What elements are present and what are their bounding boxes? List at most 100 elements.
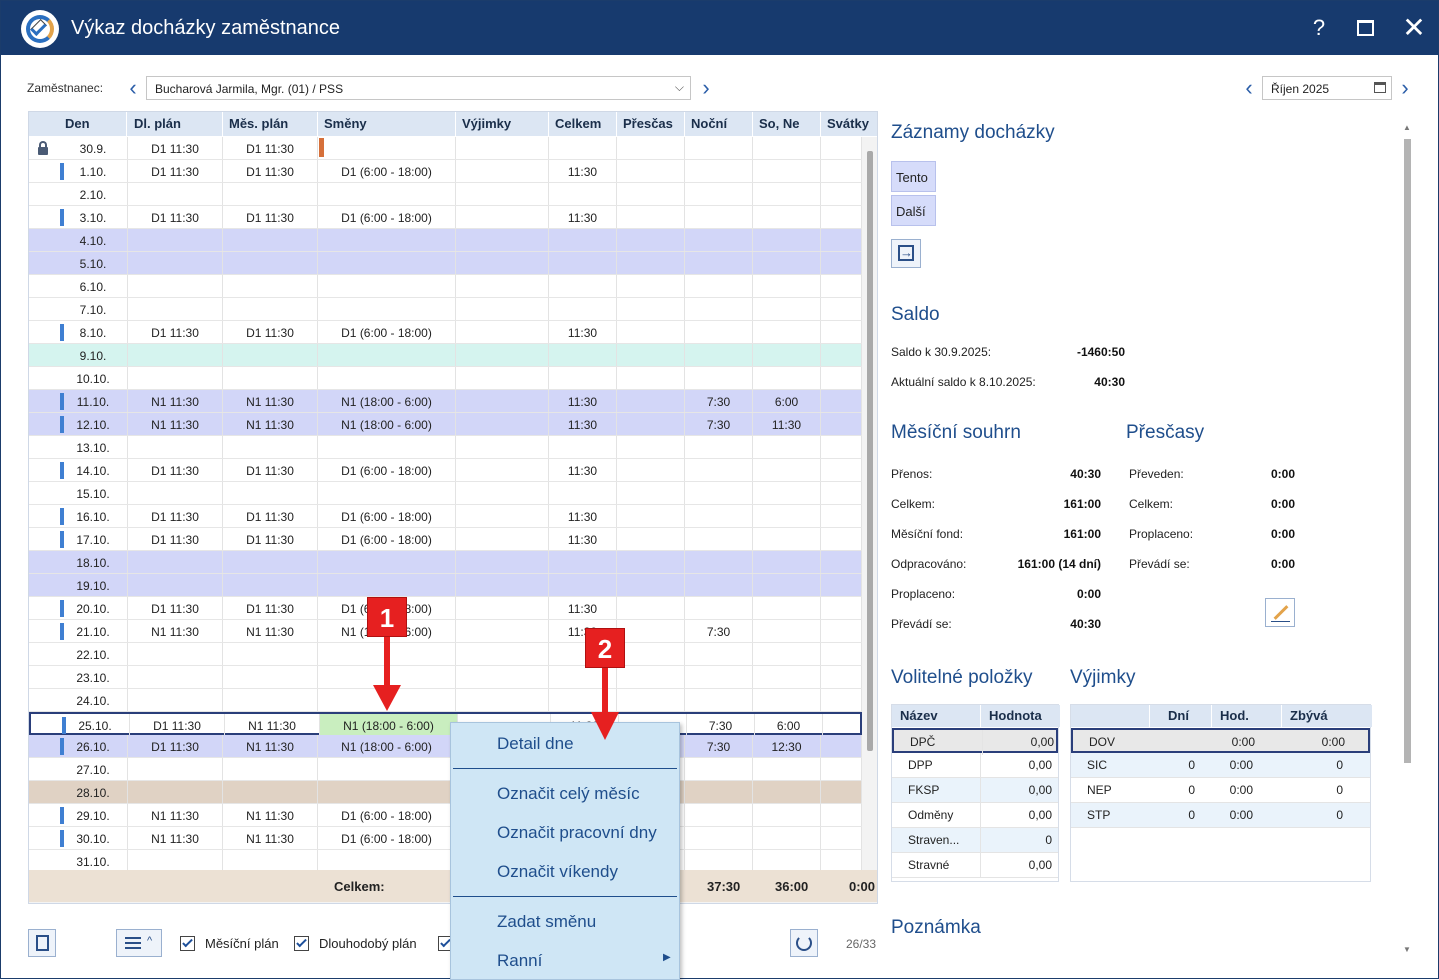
table-row[interactable]: 3.10. D1 11:30 D1 11:30 D1 (6:00 - 18:00) 11… (29, 206, 862, 229)
cell-dl[interactable] (128, 436, 223, 458)
maximize-button[interactable] (1351, 13, 1381, 43)
cell-dl[interactable] (128, 252, 223, 274)
cell-sone[interactable] (753, 643, 821, 665)
list-item[interactable]: SIC 0 0:00 0 (1071, 753, 1370, 778)
cell-smeny[interactable] (318, 252, 456, 274)
cell-svatky[interactable] (821, 459, 862, 481)
cell-nocni[interactable] (685, 528, 753, 550)
grid-vertical-scrollbar[interactable] (862, 137, 877, 870)
cell-smeny[interactable] (318, 666, 456, 688)
cell-prescas[interactable] (617, 482, 685, 504)
cell-nocni[interactable] (685, 459, 753, 481)
cell-nocni[interactable] (685, 781, 753, 803)
cell-den[interactable]: 6.10. (59, 275, 128, 297)
cell-celkem[interactable] (549, 551, 617, 573)
cell-den[interactable]: 17.10. (59, 528, 128, 550)
cell-svatky[interactable] (821, 344, 862, 366)
table-row[interactable]: 26.10. D1 11:30 N1 11:30 N1 (18:00 - 6:00) 7… (29, 735, 862, 758)
cell-smeny[interactable]: D1 (6:00 - 18:00) (318, 459, 456, 481)
cell-vyj[interactable] (456, 689, 549, 711)
cell-svatky[interactable] (821, 206, 862, 228)
cell-nocni[interactable] (685, 183, 753, 205)
cell-svatky[interactable] (821, 229, 862, 251)
cell-den[interactable]: 3.10. (59, 206, 128, 228)
table-row[interactable]: 2.10. (29, 183, 862, 206)
cell-den[interactable]: 27.10. (59, 758, 128, 780)
cell-smeny[interactable] (318, 137, 456, 159)
cell-dl[interactable]: N1 11:30 (128, 413, 223, 435)
cell-mes[interactable]: N1 11:30 (223, 413, 318, 435)
cell-vyj[interactable] (456, 528, 549, 550)
cell-dl[interactable] (128, 183, 223, 205)
cell-vyj[interactable] (456, 252, 549, 274)
cell-vyj[interactable] (456, 229, 549, 251)
cell-mes[interactable] (223, 666, 318, 688)
cell-celkem[interactable]: 11:30 (549, 528, 617, 550)
cell-vyj[interactable] (456, 459, 549, 481)
cell-den[interactable]: 31.10. (59, 850, 128, 872)
cell-celkem[interactable]: 11:30 (549, 505, 617, 527)
table-row[interactable]: 29.10. N1 11:30 N1 11:30 D1 (6:00 - 18:00) (29, 804, 862, 827)
cell-celkem[interactable]: 11:30 (549, 160, 617, 182)
cell-smeny[interactable]: N1 (18:00 - 6:00) (320, 714, 458, 736)
cell-den[interactable]: 21.10. (59, 620, 128, 642)
cell-nocni[interactable] (685, 298, 753, 320)
cell-den[interactable]: 12.10. (59, 413, 128, 435)
cell-mes[interactable]: N1 11:30 (223, 804, 318, 826)
cell-vyj[interactable] (456, 206, 549, 228)
cell-celkem[interactable]: 11:30 (549, 597, 617, 619)
cell-smeny[interactable] (318, 551, 456, 573)
col-svatky[interactable]: Svátky (821, 112, 877, 136)
cell-prescas[interactable] (617, 390, 685, 412)
cell-vyj[interactable] (456, 436, 549, 458)
cell-mes[interactable] (223, 850, 318, 872)
cell-nocni[interactable]: 7:30 (685, 390, 753, 412)
cell-sone[interactable]: 12:30 (753, 735, 821, 757)
cell-smeny[interactable] (318, 482, 456, 504)
cell-den[interactable]: 9.10. (59, 344, 128, 366)
cell-dl[interactable] (128, 367, 223, 389)
long-plan-checkbox[interactable] (294, 936, 309, 951)
cell-vyj[interactable] (456, 321, 549, 343)
cell-smeny[interactable] (318, 367, 456, 389)
cell-svatky[interactable] (821, 482, 862, 504)
cell-den[interactable]: 30.9. (59, 137, 128, 159)
cell-den[interactable]: 26.10. (59, 735, 128, 757)
cell-den[interactable]: 14.10. (59, 459, 128, 481)
cell-nocni[interactable] (685, 482, 753, 504)
monthly-plan-checkbox[interactable] (180, 936, 195, 951)
cell-sone[interactable]: 11:30 (753, 413, 821, 435)
cell-den[interactable]: 23.10. (59, 666, 128, 688)
table-row[interactable]: 30.9. D1 11:30 D1 11:30 (29, 137, 862, 160)
cell-prescas[interactable] (619, 714, 687, 736)
cell-den[interactable]: 30.10. (59, 827, 128, 849)
cell-dl[interactable]: N1 11:30 (128, 390, 223, 412)
cell-prescas[interactable] (617, 643, 685, 665)
cell-nocni[interactable] (685, 804, 753, 826)
cell-celkem[interactable] (549, 298, 617, 320)
cell-smeny[interactable] (318, 850, 456, 872)
table-row[interactable]: 10.10. (29, 367, 862, 390)
cell-mes[interactable] (223, 551, 318, 573)
table-row[interactable]: 1.10. D1 11:30 D1 11:30 D1 (6:00 - 18:00) 11… (29, 160, 862, 183)
edit-overtime-button[interactable] (1265, 598, 1295, 627)
cell-svatky[interactable] (821, 574, 862, 596)
cell-nocni[interactable] (685, 850, 753, 872)
list-item[interactable]: DOV 0:00 0:00 (1071, 728, 1370, 753)
table-row[interactable]: 24.10. (29, 689, 862, 712)
cell-nocni[interactable] (685, 206, 753, 228)
cell-mes[interactable] (223, 183, 318, 205)
cell-vyj[interactable] (456, 597, 549, 619)
cell-nocni[interactable] (685, 574, 753, 596)
cell-mes[interactable]: D1 11:30 (223, 597, 318, 619)
table-row[interactable]: 30.10. N1 11:30 N1 11:30 D1 (6:00 - 18:00) (29, 827, 862, 850)
cell-dl[interactable]: N1 11:30 (128, 620, 223, 642)
cell-sone[interactable] (753, 620, 821, 642)
cell-sone[interactable] (753, 206, 821, 228)
cell-celkem[interactable]: 11:30 (549, 206, 617, 228)
col-smeny[interactable]: Směny (318, 112, 456, 136)
cell-den[interactable]: 25.10. (61, 714, 130, 736)
cell-mes[interactable] (223, 436, 318, 458)
col-so-ne[interactable]: So, Ne (753, 112, 821, 136)
cell-svatky[interactable] (821, 827, 862, 849)
